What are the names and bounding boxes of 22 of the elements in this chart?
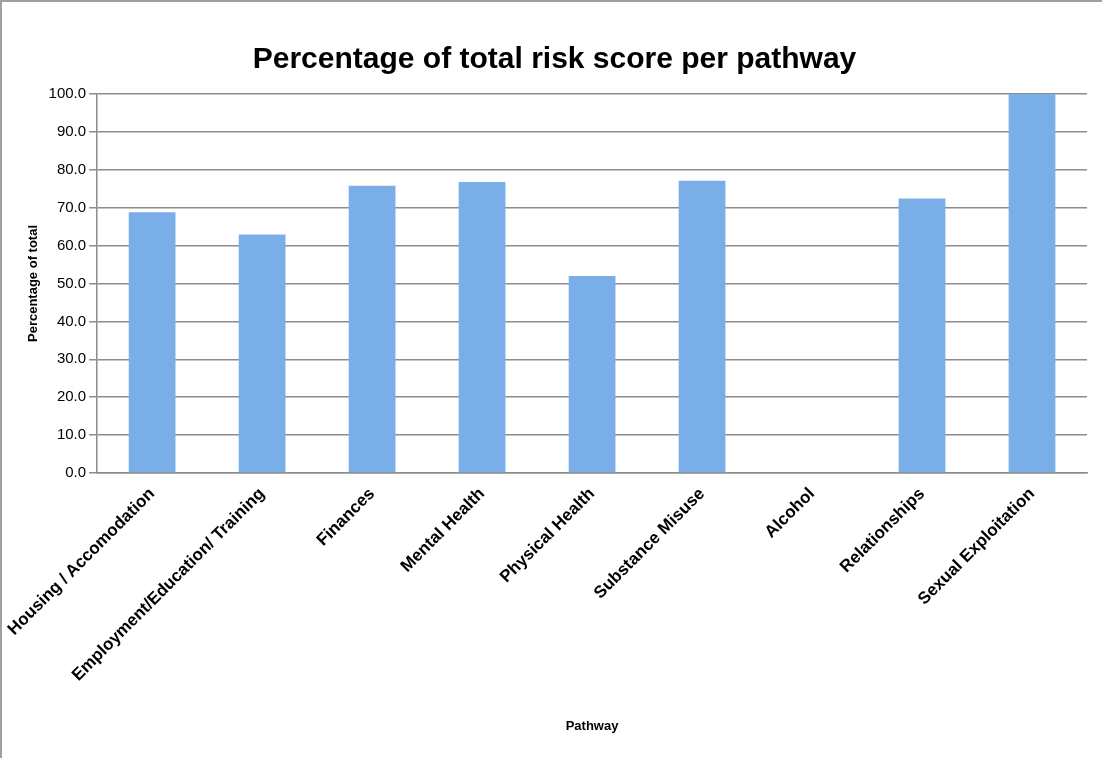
chart-title: Percentage of total risk score per pathway — [252, 41, 857, 75]
bar — [1008, 94, 1056, 473]
y-tick-label: 60.0 — [56, 235, 87, 253]
y-tick-label: 10.0 — [56, 425, 87, 443]
y-tick-label: 90.0 — [56, 122, 87, 140]
bar — [568, 275, 616, 473]
y-tick-label: 20.0 — [56, 387, 87, 405]
y-tick-label: 30.0 — [56, 349, 87, 367]
bar — [128, 212, 176, 473]
bar — [458, 181, 506, 473]
y-tick-label: 70.0 — [56, 197, 87, 215]
y-tick-label: 100.0 — [48, 84, 87, 102]
bar — [348, 185, 396, 473]
y-axis-title: Percentage of total — [25, 224, 41, 342]
bar — [678, 180, 726, 473]
y-tick-label: 0.0 — [65, 463, 87, 481]
x-axis-title: Pathway — [565, 717, 620, 733]
y-tick-label: 50.0 — [56, 273, 87, 291]
y-tick-label: 80.0 — [56, 159, 87, 177]
bar — [898, 198, 946, 473]
y-tick-label: 40.0 — [56, 311, 87, 329]
bar — [238, 234, 286, 473]
